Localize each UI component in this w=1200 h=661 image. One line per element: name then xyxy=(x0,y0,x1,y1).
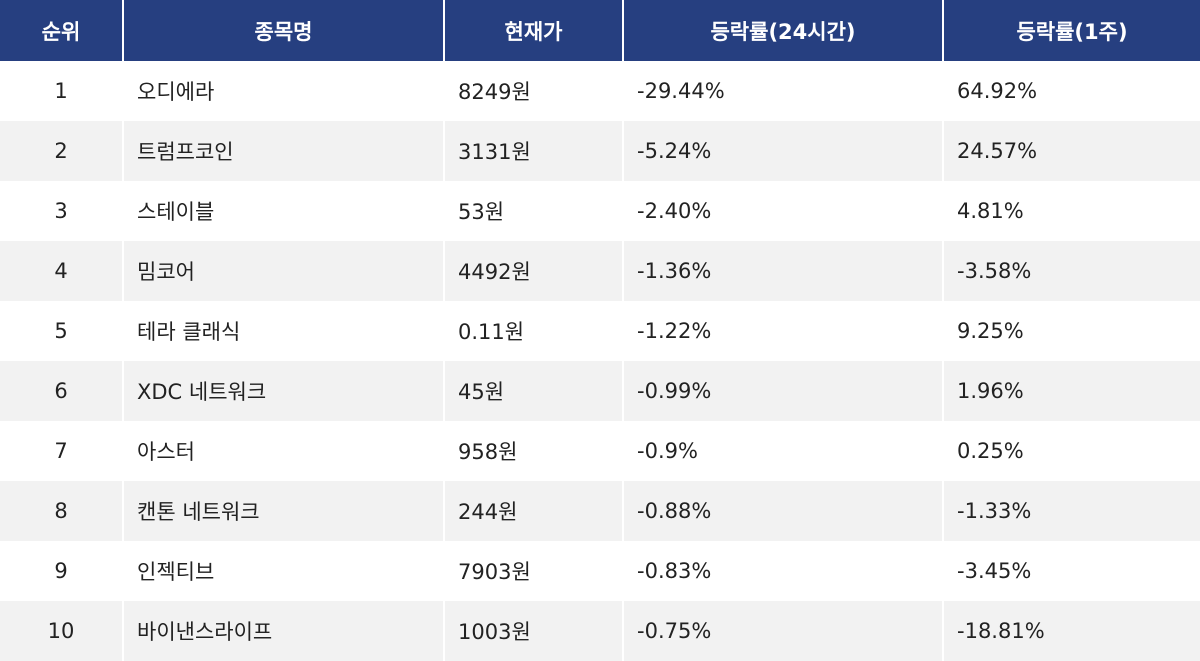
table-cell: XDC 네트워크 xyxy=(122,361,444,421)
table-cell: 1003원 xyxy=(443,601,623,661)
table-cell: -0.99% xyxy=(622,361,943,421)
table-cell: 스테이블 xyxy=(122,181,444,241)
table-row: 10 바이낸스라이프 1003원 -0.75% -18.81% xyxy=(0,601,1200,661)
table-cell: 캔톤 네트워크 xyxy=(122,481,444,541)
table-cell: 1.96% xyxy=(942,361,1200,421)
table-cell: 테라 클래식 xyxy=(122,301,444,361)
table-cell: 인젝티브 xyxy=(122,541,444,601)
table-cell: 4492원 xyxy=(443,241,623,301)
table-cell: 아스터 xyxy=(122,421,444,481)
header-cell: 현재가 xyxy=(443,0,623,61)
table-row: 6 XDC 네트워크 45원 -0.99% 1.96% xyxy=(0,361,1200,421)
header-cell: 등락률(1주) xyxy=(942,0,1200,61)
table-cell: 4.81% xyxy=(942,181,1200,241)
header-cell: 순위 xyxy=(0,0,123,61)
table-cell: 45원 xyxy=(443,361,623,421)
table-cell: 8249원 xyxy=(443,61,623,121)
table-cell: 밈코어 xyxy=(122,241,444,301)
table-cell: 바이낸스라이프 xyxy=(122,601,444,661)
table-cell: -3.58% xyxy=(942,241,1200,301)
table-cell: 9.25% xyxy=(942,301,1200,361)
table-header: 순위 종목명 현재가 등락률(24시간) 등락률(1주) xyxy=(0,0,1200,61)
table-cell: 2 xyxy=(0,121,123,181)
header-cell: 등락률(24시간) xyxy=(622,0,943,61)
table-cell: -0.88% xyxy=(622,481,943,541)
table-cell: 10 xyxy=(0,601,123,661)
table-cell: 7903원 xyxy=(443,541,623,601)
table-cell: 8 xyxy=(0,481,123,541)
table-cell: 0.25% xyxy=(942,421,1200,481)
table-row: 8 캔톤 네트워크 244원 -0.88% -1.33% xyxy=(0,481,1200,541)
table-row: 3 스테이블 53원 -2.40% 4.81% xyxy=(0,181,1200,241)
table-body: 1 오디에라 8249원 -29.44% 64.92% 2 트럼프코인 3131원 -5.24%… xyxy=(0,61,1200,661)
table-cell: 4 xyxy=(0,241,123,301)
table-cell: 6 xyxy=(0,361,123,421)
header-row: 순위 종목명 현재가 등락률(24시간) 등락률(1주) xyxy=(0,0,1200,61)
table-cell: -3.45% xyxy=(942,541,1200,601)
table-cell: 9 xyxy=(54,559,68,583)
table-cell: -1.36% xyxy=(622,241,943,301)
table-cell: -29.44% xyxy=(622,61,943,121)
table-cell: 5 xyxy=(54,319,68,343)
table-cell: 3 xyxy=(54,199,68,223)
table-cell: 3131원 xyxy=(443,121,623,181)
table-row: 9 인젝티브 7903원 -0.83% -3.45% xyxy=(0,541,1200,601)
table-row: 1 오디에라 8249원 -29.44% 64.92% xyxy=(0,61,1200,121)
header-cell: 종목명 xyxy=(122,0,444,61)
table-cell: 오디에라 xyxy=(122,61,444,121)
table-row: 5 테라 클래식 0.11원 -1.22% 9.25% xyxy=(0,301,1200,361)
table-cell: -1.33% xyxy=(942,481,1200,541)
table-cell: 트럼프코인 xyxy=(122,121,444,181)
table-cell: 958원 xyxy=(443,421,623,481)
table-cell: -2.40% xyxy=(622,181,943,241)
table-row: 7 아스터 958원 -0.9% 0.25% xyxy=(0,421,1200,481)
table-cell: 0.11원 xyxy=(443,301,623,361)
table-row: 2 트럼프코인 3131원 -5.24% 24.57% xyxy=(0,121,1200,181)
table-cell: -0.9% xyxy=(622,421,943,481)
table-row: 4 밈코어 4492원 -1.36% -3.58% xyxy=(0,241,1200,301)
table-cell: -0.75% xyxy=(622,601,943,661)
table-cell: -5.24% xyxy=(622,121,943,181)
table-cell: 7 xyxy=(54,439,68,463)
table-cell: 64.92% xyxy=(942,61,1200,121)
table-cell: 53원 xyxy=(443,181,623,241)
table-cell: 24.57% xyxy=(942,121,1200,181)
table-cell: -0.83% xyxy=(622,541,943,601)
table-cell: -18.81% xyxy=(942,601,1200,661)
table-cell: 1 xyxy=(54,79,68,103)
table-cell: -1.22% xyxy=(622,301,943,361)
table-cell: 244원 xyxy=(443,481,623,541)
